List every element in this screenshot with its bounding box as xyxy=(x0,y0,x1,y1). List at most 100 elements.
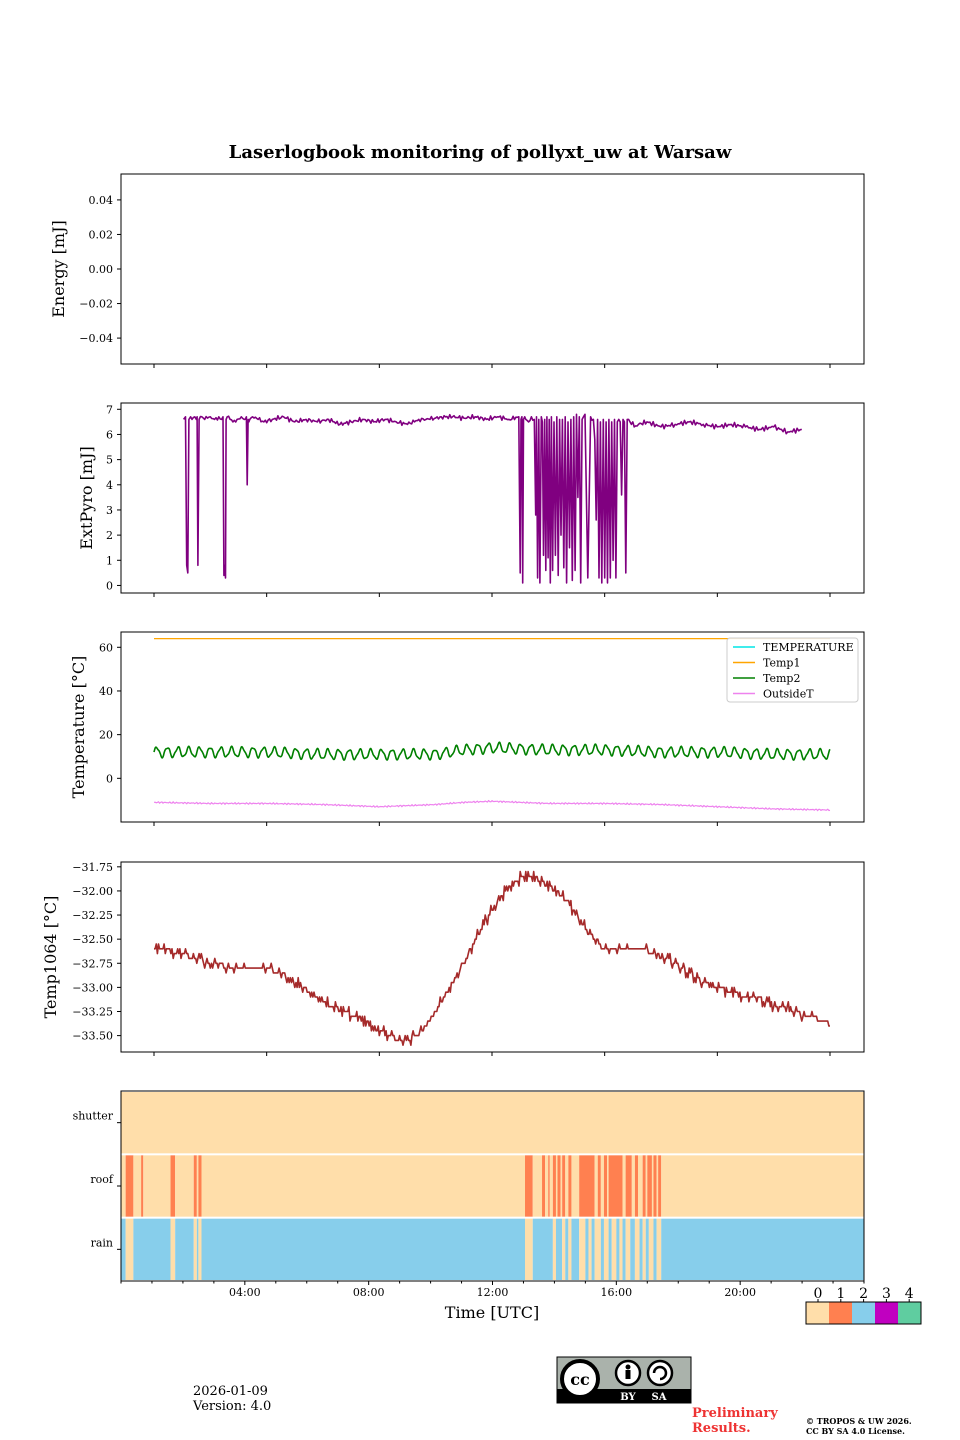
x-tick-label: 12:00 xyxy=(477,1286,509,1299)
status-cell-rain xyxy=(625,1218,631,1280)
status-cell-rain xyxy=(603,1218,609,1280)
axes-background xyxy=(121,862,864,1052)
cc-icon xyxy=(560,1359,600,1399)
status-cell-rain xyxy=(616,1218,620,1280)
colorbar-swatch xyxy=(852,1302,875,1324)
panel-5: shutter roof rain xyxy=(73,1090,865,1282)
status-cell-rain xyxy=(552,1218,556,1280)
y-tick-label: 7 xyxy=(106,403,113,416)
colorbar-swatch xyxy=(898,1302,921,1324)
status-cell-rain xyxy=(125,1218,134,1280)
status-cell-rain xyxy=(642,1218,646,1280)
series-line-outsidet xyxy=(153,799,831,812)
plot-area xyxy=(154,870,830,1046)
status-cell-rain xyxy=(656,1218,662,1280)
status-cell-roof xyxy=(642,1155,646,1217)
status-cell-rain xyxy=(661,1218,864,1280)
status-cell-rain xyxy=(525,1218,533,1280)
legend: TEMPERATURE Temp1 Temp2 OutsideT xyxy=(726,637,859,703)
status-cell-rain xyxy=(639,1218,643,1280)
y-tick-label: −32.75 xyxy=(72,957,113,970)
status-cell-roof xyxy=(565,1155,569,1217)
status-cell-rain xyxy=(193,1218,197,1280)
status-cell-rain xyxy=(653,1218,657,1280)
status-cell-roof xyxy=(594,1155,598,1217)
person-icon-head xyxy=(625,1364,631,1370)
status-cell-roof xyxy=(603,1155,608,1217)
y-tick-label: rain xyxy=(91,1236,113,1249)
plot-area xyxy=(182,413,802,584)
share-alike-icon xyxy=(646,1359,674,1387)
status-cell-roof xyxy=(548,1155,550,1217)
status-cell-roof xyxy=(579,1155,595,1217)
status-cell-shutter xyxy=(121,1092,864,1154)
status-cell-roof xyxy=(597,1155,601,1217)
y-tick-label: 0.00 xyxy=(89,263,114,276)
figure-title: Laserlogbook monitoring of pollyxt_uw at… xyxy=(229,142,732,163)
colorbar-label: 4 xyxy=(905,1286,914,1302)
status-cell-roof xyxy=(532,1155,543,1217)
x-tick-label: 08:00 xyxy=(353,1286,385,1299)
share-alike-arrow xyxy=(652,1365,668,1381)
x-tick-label: 20:00 xyxy=(724,1286,756,1299)
status-cell-roof xyxy=(133,1155,142,1217)
y-tick-label: 2 xyxy=(106,529,113,542)
y-tick-label: 6 xyxy=(106,428,113,441)
axes-background xyxy=(121,174,864,364)
legend-frame xyxy=(726,637,859,703)
y-tick-label: 0.04 xyxy=(89,194,114,207)
status-cell-rain xyxy=(201,1218,526,1280)
status-cell-roof xyxy=(562,1155,566,1217)
preliminary-note: Preliminary Results. xyxy=(692,1406,778,1436)
plot-area xyxy=(153,638,831,812)
colorbar-label: 1 xyxy=(836,1286,845,1302)
x-tick-label: 04:00 xyxy=(229,1286,261,1299)
colorbar-label: 3 xyxy=(882,1286,891,1302)
y-tick-label: 60 xyxy=(99,641,113,654)
status-cell-rain xyxy=(565,1218,569,1280)
y-tick-label: −33.25 xyxy=(72,1005,113,1018)
y-tick-label: 1 xyxy=(106,554,113,567)
status-cell-rain xyxy=(645,1218,649,1280)
colorbar-swatch xyxy=(875,1302,898,1324)
y-tick-label: −31.75 xyxy=(72,861,113,874)
status-cell-roof xyxy=(600,1155,604,1217)
status-cell-roof xyxy=(545,1155,549,1217)
x-axis-label: Time [UTC] xyxy=(445,1303,539,1322)
y-tick-label: −0.04 xyxy=(79,332,113,345)
badge-by-label: BY xyxy=(620,1392,636,1403)
colorbar-swatch xyxy=(806,1302,829,1324)
y-axis-label: Temp1064 [°C] xyxy=(41,896,60,1019)
status-cell-roof xyxy=(198,1155,202,1217)
y-tick-label: −33.50 xyxy=(72,1030,113,1043)
status-cell-roof xyxy=(634,1155,639,1217)
status-cell-roof xyxy=(638,1155,643,1217)
status-cell-rain xyxy=(579,1218,586,1280)
series-line-temp2 xyxy=(153,741,831,761)
axes-background xyxy=(121,403,864,593)
status-cell-roof xyxy=(141,1155,144,1217)
status-cell-rain xyxy=(175,1218,194,1280)
status-cell-roof xyxy=(557,1155,561,1217)
status-cell-rain xyxy=(568,1218,572,1280)
y-tick-label: −32.50 xyxy=(72,933,113,946)
y-tick-label: −33.00 xyxy=(72,981,113,994)
status-cell-roof xyxy=(607,1155,609,1217)
status-cell-roof xyxy=(571,1155,580,1217)
status-cell-roof xyxy=(653,1155,657,1217)
legend-entry: OutsideT xyxy=(763,688,814,701)
colorbar-label: 2 xyxy=(859,1286,868,1302)
y-tick-label: −0.02 xyxy=(79,298,113,311)
status-cell-rain xyxy=(611,1218,617,1280)
status-cell-roof xyxy=(651,1155,654,1217)
status-cell-roof xyxy=(201,1155,526,1217)
status-cell-roof xyxy=(552,1155,556,1217)
status-cell-roof xyxy=(555,1155,558,1217)
status-cell-roof xyxy=(608,1155,623,1217)
y-axis-label: ExtPyro [mJ] xyxy=(77,446,96,549)
status-cell-roof xyxy=(170,1155,176,1217)
series-line-temp1064 xyxy=(154,870,830,1046)
cc-icon-glyph: cc xyxy=(570,1370,590,1389)
